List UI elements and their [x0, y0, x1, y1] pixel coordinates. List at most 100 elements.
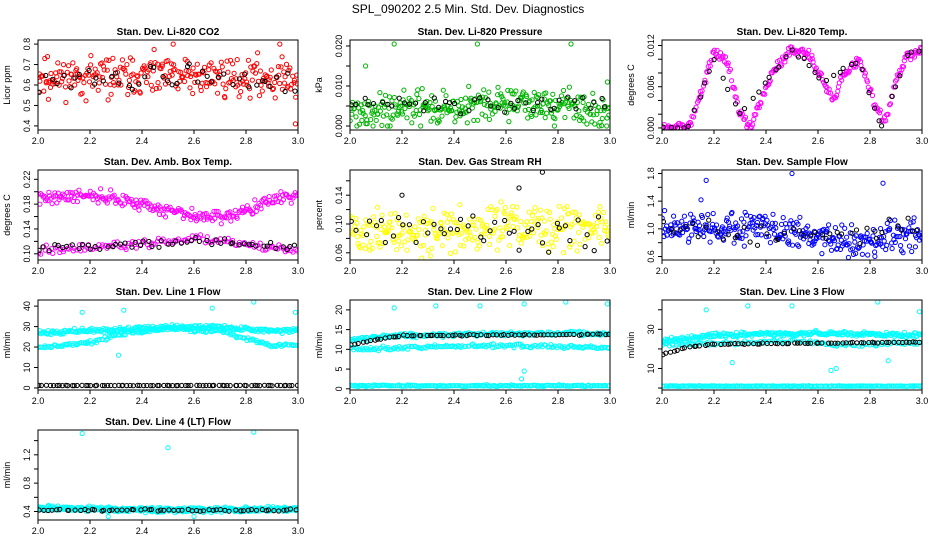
y-tick-label: 0.020: [334, 35, 344, 58]
data-point: [254, 82, 260, 88]
data-point: [918, 230, 922, 236]
data-point: [485, 97, 491, 103]
data-point: [566, 84, 573, 90]
data-point: [134, 73, 140, 79]
data-point: [662, 219, 666, 225]
data-point: [778, 63, 785, 69]
data-point: [276, 508, 282, 514]
data-point: [169, 72, 175, 78]
data-point: [672, 220, 678, 226]
data-point: [763, 234, 769, 240]
data-point: [597, 331, 603, 337]
data-point: [883, 246, 889, 253]
data-point: [685, 239, 692, 245]
x-tick-label: 2.0: [344, 396, 357, 406]
data-point: [676, 341, 682, 347]
data-point: [547, 216, 553, 222]
data-point: [839, 231, 845, 237]
data-point: [511, 228, 517, 234]
data-point: [234, 57, 240, 63]
data-point: [509, 331, 515, 337]
data-point: [908, 220, 914, 226]
data-point: [481, 101, 487, 108]
data-point: [253, 507, 260, 513]
data-point: [45, 198, 51, 204]
data-point: [529, 113, 535, 120]
data-point: [769, 338, 775, 344]
data-point: [281, 69, 287, 75]
y-tick-label: 0.4: [22, 120, 32, 133]
data-point: [737, 229, 743, 235]
series-primary: [38, 46, 298, 106]
data-point: [192, 212, 198, 218]
data-point: [735, 223, 741, 229]
data-point: [521, 368, 527, 374]
data-point: [38, 507, 42, 513]
data-point: [271, 508, 277, 514]
data-point: [827, 231, 833, 237]
data-point: [521, 234, 527, 240]
x-tick-label: 2.2: [708, 136, 721, 146]
data-point: [688, 211, 694, 217]
data-point: [292, 121, 298, 127]
data-point: [599, 115, 605, 122]
data-point: [422, 100, 428, 106]
x-tick-label: 2.4: [136, 266, 149, 276]
data-point: [465, 223, 471, 229]
data-point: [59, 383, 66, 389]
data-point: [252, 70, 259, 76]
data-point: [823, 235, 829, 241]
data-point: [781, 230, 788, 236]
data-point: [529, 97, 535, 103]
data-point: [38, 382, 42, 388]
data-point: [721, 226, 728, 232]
x-tick-label: 2.2: [708, 396, 721, 406]
data-point: [255, 50, 261, 56]
data-point: [414, 232, 420, 238]
point-layer: [38, 41, 298, 127]
x-tick-label: 3.0: [916, 396, 929, 406]
data-point: [528, 218, 535, 224]
point-layer: [38, 186, 298, 257]
data-point: [294, 72, 298, 78]
data-point: [758, 100, 764, 106]
data-point: [123, 71, 129, 77]
data-point: [797, 214, 803, 220]
data-point: [900, 250, 906, 256]
y-axis-label: ml/min: [626, 332, 636, 359]
data-point: [516, 247, 522, 253]
data-point: [858, 233, 864, 239]
data-point: [466, 83, 472, 90]
data-point: [208, 60, 214, 66]
data-point: [471, 99, 478, 106]
data-point: [47, 343, 53, 349]
series-primary-outliers: [45, 41, 298, 127]
y-tick-label: 0.5: [22, 99, 32, 112]
data-point: [911, 215, 917, 221]
data-point: [918, 383, 922, 389]
data-point: [50, 250, 56, 256]
data-point: [853, 227, 860, 233]
x-tick-label: 2.4: [760, 136, 773, 146]
data-point: [48, 329, 55, 335]
data-point: [391, 94, 397, 101]
data-point: [110, 80, 117, 86]
data-point: [377, 90, 383, 96]
data-point: [490, 332, 496, 338]
data-point: [773, 340, 779, 346]
data-point: [223, 215, 229, 221]
data-point: [429, 332, 435, 338]
data-point: [126, 77, 132, 84]
data-point: [292, 309, 298, 315]
data-point: [267, 382, 273, 388]
data-point: [391, 239, 397, 245]
data-point: [560, 87, 567, 94]
data-point: [881, 238, 887, 244]
data-point: [418, 123, 424, 129]
data-point: [180, 74, 186, 80]
data-point: [747, 239, 753, 245]
data-point: [463, 237, 469, 243]
data-point: [697, 340, 703, 346]
data-point: [252, 197, 258, 203]
